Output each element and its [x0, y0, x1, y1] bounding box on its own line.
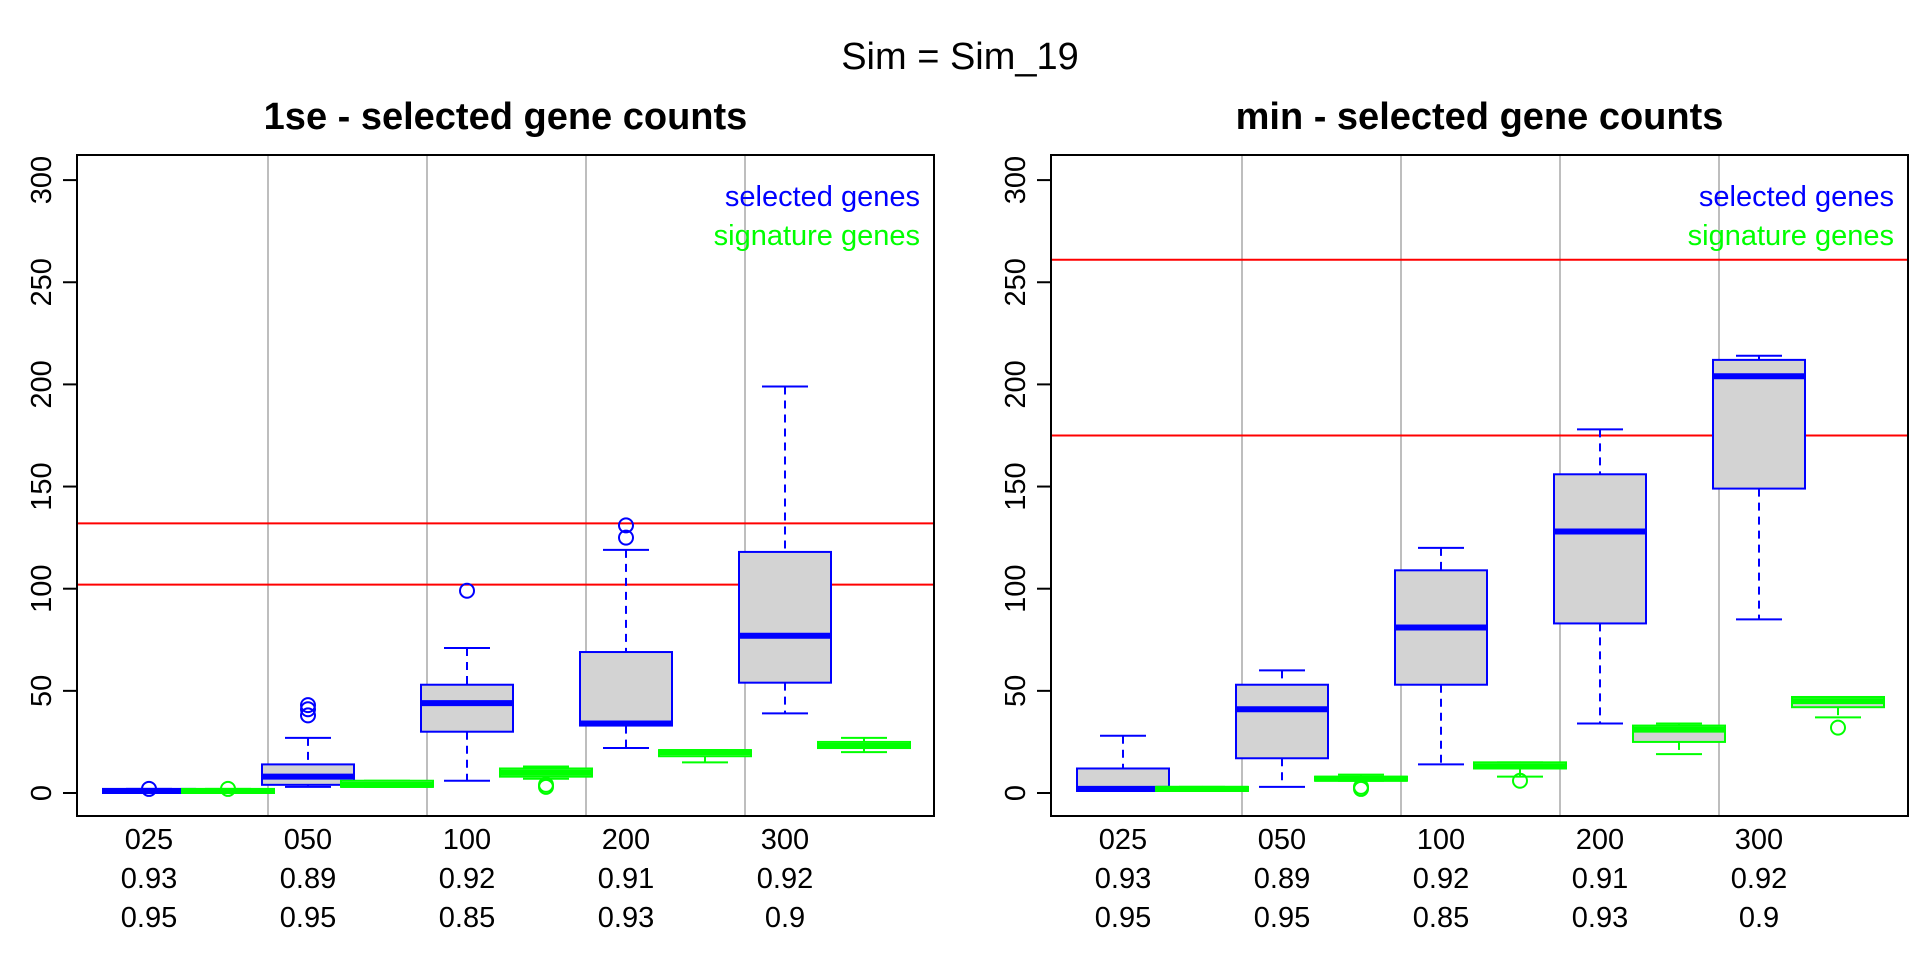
- y-tick-label: 50: [1000, 675, 1032, 707]
- x-label-line3: 0.85: [439, 902, 495, 934]
- y-tick-label: 200: [1000, 360, 1032, 408]
- outlier-point: [618, 529, 634, 546]
- x-label-line3: 0.9: [1739, 902, 1779, 934]
- legend-entry: selected genes: [725, 181, 920, 213]
- y-tick-label: 50: [26, 675, 58, 707]
- outlier-point: [459, 582, 475, 599]
- x-label-label: 025: [1099, 824, 1147, 856]
- box-iqr: [738, 550, 832, 684]
- y-axis: 0 50 100 150 200 250 300: [26, 156, 78, 801]
- boxplot-selected-300: [1712, 354, 1806, 621]
- x-label-line2: 0.93: [1095, 863, 1151, 895]
- boxplot-selected-200: [579, 517, 673, 750]
- x-label-line2: 0.92: [439, 863, 495, 895]
- x-label-line2: 0.91: [598, 863, 654, 895]
- outlier-point: [1353, 778, 1369, 795]
- y-tick-label: 150: [26, 462, 58, 510]
- x-label-line2: 0.92: [1731, 863, 1787, 895]
- x-label-line3: 0.95: [280, 902, 336, 934]
- x-label-label: 050: [1258, 824, 1306, 856]
- boxplot-signature-050: [340, 779, 434, 788]
- x-label-label: 300: [761, 824, 809, 856]
- boxplot-signature-100: [1473, 761, 1567, 789]
- x-label-line3: 0.85: [1413, 902, 1469, 934]
- outlier-point: [1830, 719, 1846, 736]
- boxplot-selected-050: [261, 697, 355, 788]
- y-tick-label: 100: [26, 565, 58, 613]
- y-tick-label: 200: [26, 360, 58, 408]
- x-label-line2: 0.91: [1572, 863, 1628, 895]
- box-iqr: [420, 683, 514, 733]
- figure-suptitle: Sim = Sim_19: [841, 36, 1079, 78]
- legend: selected genes signature genes: [714, 181, 920, 252]
- y-tick-label: 250: [26, 258, 58, 306]
- boxplot-selected-300: [738, 385, 832, 715]
- panel-1se: 1se - selected gene counts05010015020025…: [26, 96, 935, 934]
- x-label-line3: 0.93: [1572, 902, 1628, 934]
- y-tick-label: 250: [1000, 258, 1032, 306]
- boxplot-signature-050: [1314, 773, 1408, 797]
- x-label-line3: 0.95: [121, 902, 177, 934]
- y-tick-label: 300: [26, 156, 58, 204]
- outlier-point: [300, 707, 316, 724]
- outlier-point: [618, 517, 634, 534]
- x-label-line2: 0.89: [1254, 863, 1310, 895]
- outlier-point: [538, 776, 554, 793]
- legend-entry: signature genes: [1688, 220, 1894, 252]
- box-iqr: [1235, 683, 1329, 760]
- boxplot-signature-300: [1791, 695, 1885, 736]
- y-tick-label: 0: [1000, 785, 1032, 801]
- outlier-point: [300, 697, 316, 714]
- outlier-point: [220, 780, 236, 797]
- legend-entry: selected genes: [1699, 181, 1894, 213]
- x-label-line3: 0.9: [765, 902, 805, 934]
- panel-title: 1se - selected gene counts: [264, 96, 748, 138]
- x-label-line2: 0.93: [121, 863, 177, 895]
- x-label-line2: 0.92: [1413, 863, 1469, 895]
- outlier-point: [300, 701, 316, 718]
- boxplot-selected-100: [1394, 546, 1488, 766]
- panel-title: min - selected gene counts: [1236, 96, 1724, 138]
- boxplot-signature-300: [817, 736, 911, 754]
- box-iqr: [579, 651, 673, 727]
- boxplot-signature-200: [1632, 722, 1726, 756]
- x-label-label: 200: [602, 824, 650, 856]
- box-iqr: [1712, 358, 1806, 490]
- outlier-point: [1512, 772, 1528, 789]
- x-label-label: 050: [284, 824, 332, 856]
- boxplot-signature-025: [1155, 785, 1249, 792]
- outlier-point: [141, 780, 157, 797]
- boxplot-selected-100: [420, 582, 514, 782]
- boxplot-selected-050: [1235, 669, 1329, 788]
- panel-min: min - selected gene counts05010015020025…: [1000, 96, 1909, 934]
- x-label-line2: 0.89: [280, 863, 336, 895]
- x-label-label: 200: [1576, 824, 1624, 856]
- boxplot-selected-200: [1553, 428, 1647, 725]
- box-iqr: [1553, 473, 1647, 625]
- boxplot-signature-200: [658, 749, 752, 764]
- x-label-line3: 0.93: [598, 902, 654, 934]
- boxplot-signature-025: [181, 780, 275, 797]
- x-label-label: 300: [1735, 824, 1783, 856]
- y-axis: 0 50 100 150 200 250 300: [1000, 156, 1052, 801]
- y-tick-label: 0: [26, 785, 58, 801]
- boxplot-selected-025: [1076, 734, 1170, 792]
- y-tick-label: 300: [1000, 156, 1032, 204]
- x-label-label: 100: [1417, 824, 1465, 856]
- x-label-line3: 0.95: [1254, 902, 1310, 934]
- x-label-label: 100: [443, 824, 491, 856]
- x-label-line2: 0.92: [757, 863, 813, 895]
- x-label-line3: 0.95: [1095, 902, 1151, 934]
- legend: selected genes signature genes: [1688, 181, 1894, 252]
- x-label-label: 025: [125, 824, 173, 856]
- boxplot-signature-100: [499, 765, 593, 795]
- y-tick-label: 100: [1000, 565, 1032, 613]
- y-tick-label: 150: [1000, 462, 1032, 510]
- legend-entry: signature genes: [714, 220, 920, 252]
